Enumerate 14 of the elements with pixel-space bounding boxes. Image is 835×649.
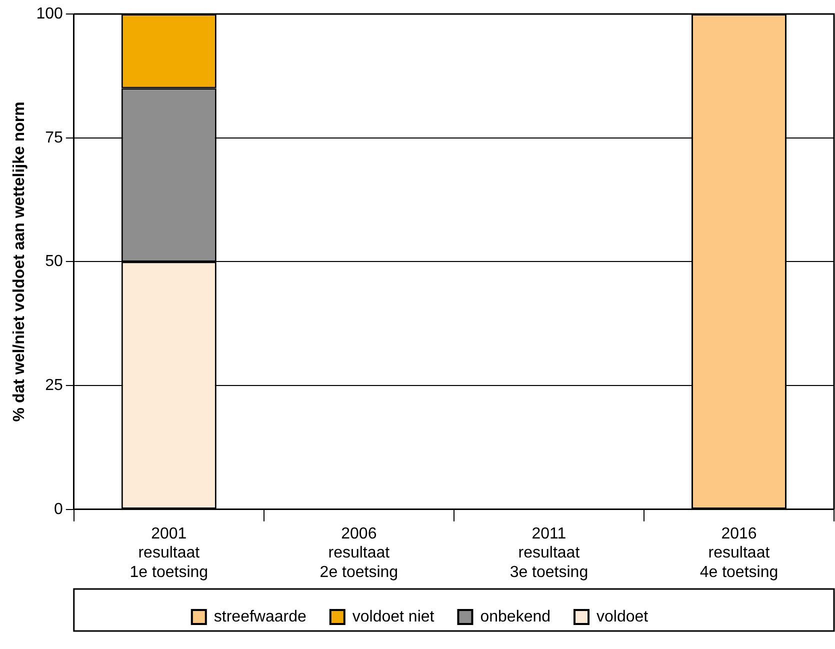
legend-label: voldoet [596, 608, 649, 626]
x-tick-label: 2001 resultaat 1e toetsing [130, 525, 208, 581]
y-tick-label: 75 [45, 129, 63, 146]
legend-label: onbekend [480, 608, 551, 626]
y-tick-label: 0 [54, 500, 63, 518]
y-tick-label: 50 [45, 253, 63, 270]
x-tick-label: 2016 resultaat 4e toetsing [700, 525, 778, 581]
x-tick-label: 2011 resultaat 3e toetsing [510, 525, 588, 581]
y-axis-title: % dat wel/niet voldoet aan wettelijke norm [11, 102, 28, 422]
legend-label: streefwaarde [214, 608, 306, 626]
y-tick-label: 25 [45, 376, 63, 394]
y-tick-label: 100 [36, 5, 63, 22]
x-tick-label: 2006 resultaat 2e toetsing [320, 525, 398, 581]
legend-label: voldoet niet [352, 608, 435, 626]
